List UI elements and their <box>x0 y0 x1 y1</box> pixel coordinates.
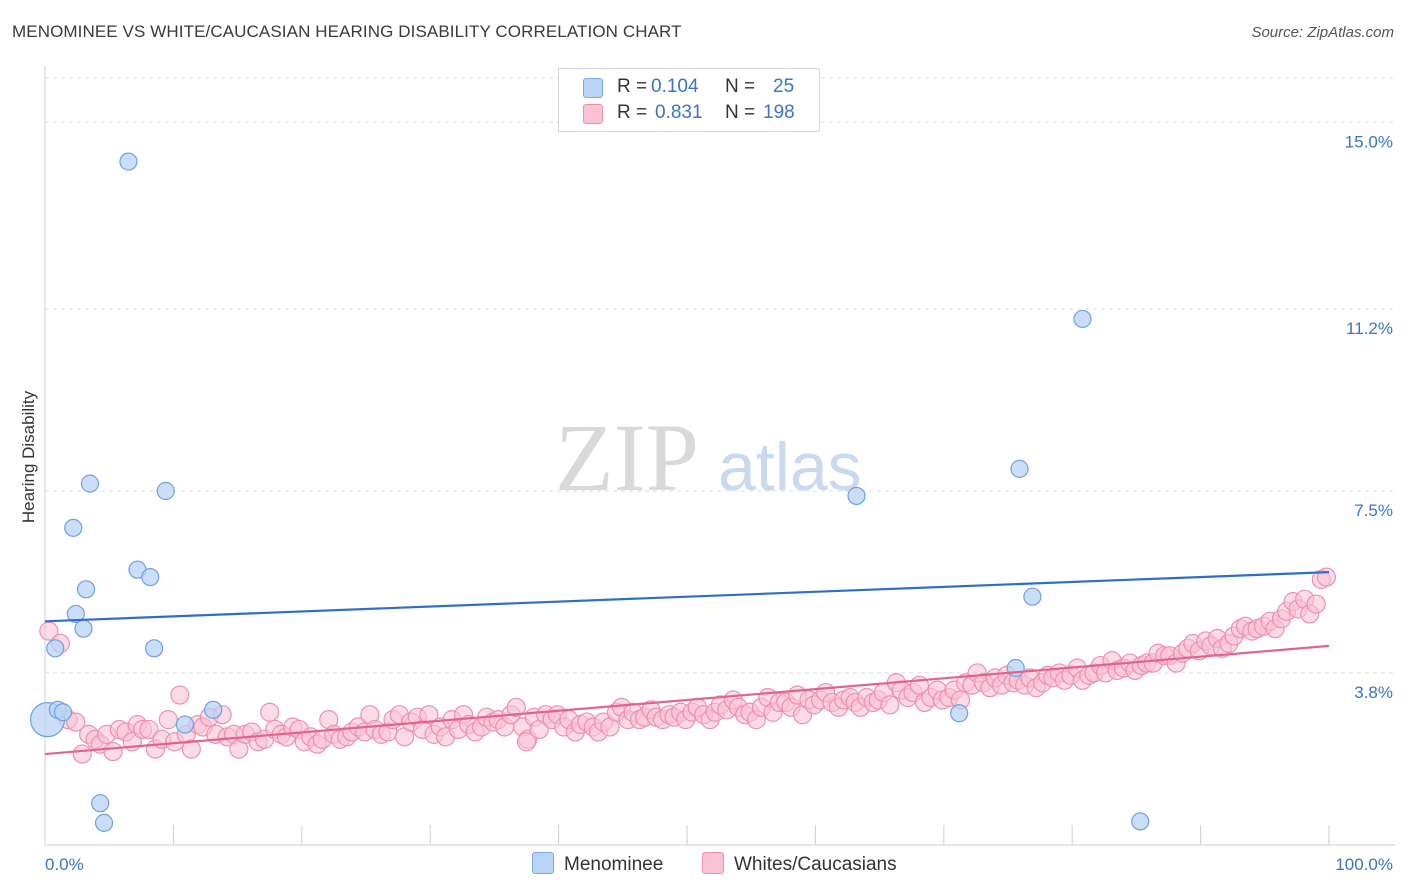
legend-n-label: N = <box>725 102 756 123</box>
data-point-menominee <box>156 481 175 501</box>
y-tick-label: 7.5% <box>1354 501 1393 520</box>
data-point-menominee <box>94 813 114 832</box>
legend-swatch-menominee <box>583 78 603 98</box>
y-tick-label: 11.2% <box>1346 319 1393 338</box>
axes <box>44 66 1395 846</box>
data-point-whites <box>1316 567 1337 587</box>
legend-r-value: 0.831 <box>655 102 703 123</box>
data-point-menominee <box>847 486 866 506</box>
data-point-menominee <box>66 604 85 624</box>
data-point-menominee <box>119 152 138 171</box>
bottom-legend-label-whites: Whites/Caucasians <box>734 854 897 875</box>
data-point-menominee <box>1006 658 1025 678</box>
bottom-legend-swatch-whites <box>702 852 724 874</box>
y-axis-label: Hearing Disability <box>19 390 38 523</box>
stats-legend: R = 0.104 N = 25 R = 0.831 N = 198 <box>558 68 820 132</box>
y-tick-label: 3.8% <box>1354 683 1393 702</box>
source-label: Source: ZipAtlas.com <box>1251 24 1394 41</box>
bottom-legend-menominee: Menominee <box>532 852 663 876</box>
legend-r-value: 0.104 <box>651 76 699 97</box>
legend-n-value: 25 <box>773 76 795 97</box>
bottom-legend-label-menominee: Menominee <box>564 854 664 875</box>
grid-lines <box>45 77 1395 674</box>
x-tick-label-start: 0.0% <box>45 855 84 874</box>
x-tick-label-end: 100.0% <box>1335 855 1393 874</box>
data-point-menominee <box>175 715 195 734</box>
data-point-menominee <box>1023 587 1042 606</box>
data-point-whites <box>158 710 178 730</box>
data-point-menominee <box>141 567 160 587</box>
data-point-whites <box>66 712 86 732</box>
data-point-whites <box>419 705 439 725</box>
data-point-menominee <box>64 518 83 537</box>
data-point-whites <box>139 719 159 740</box>
legend-swatch-whites <box>583 104 603 124</box>
data-point-menominee <box>145 639 164 658</box>
data-point-whites <box>1306 594 1326 614</box>
data-point-menominee <box>74 619 93 638</box>
menominee-points <box>29 152 1150 832</box>
data-point-whites <box>181 739 201 759</box>
trend-line-menominee <box>44 571 1330 623</box>
data-point-whites <box>880 695 900 715</box>
data-point-menominee <box>76 580 96 599</box>
data-point-menominee <box>1010 459 1029 478</box>
data-point-menominee <box>80 474 100 493</box>
data-point-menominee <box>1073 309 1092 329</box>
data-point-whites <box>170 685 190 705</box>
watermark-zip: ZIP <box>555 404 699 511</box>
y-tick-label: 15.0% <box>1345 132 1393 151</box>
legend-r-label: R = <box>617 102 648 123</box>
data-point-whites <box>516 732 537 752</box>
data-point-menominee <box>46 639 65 658</box>
data-point-whites <box>72 744 92 764</box>
legend-r-label: R = <box>617 76 648 97</box>
data-point-menominee <box>53 703 73 722</box>
watermark-atlas: atlas <box>718 429 862 505</box>
trend-lines <box>44 571 1330 756</box>
data-point-menominee <box>1131 812 1150 831</box>
trend-line-whites <box>44 644 1330 756</box>
data-point-whites <box>260 702 280 722</box>
bottom-legend-whites: Whites/Caucasians <box>702 852 897 876</box>
legend-n-value: 198 <box>763 102 795 123</box>
tick-labels: 3.8% 7.5% 11.2% 15.0% 0.0% 100.0% <box>45 132 1393 874</box>
data-point-menominee <box>950 704 969 723</box>
data-point-whites <box>506 697 526 717</box>
data-point-menominee <box>204 700 223 719</box>
data-point-whites <box>103 741 123 762</box>
legend-n-label: N = <box>725 76 756 97</box>
data-point-menominee <box>91 794 110 813</box>
chart-title: MENOMINEE VS WHITE/CAUCASIAN HEARING DIS… <box>12 22 682 41</box>
bottom-legend-swatch-menominee <box>532 852 554 874</box>
